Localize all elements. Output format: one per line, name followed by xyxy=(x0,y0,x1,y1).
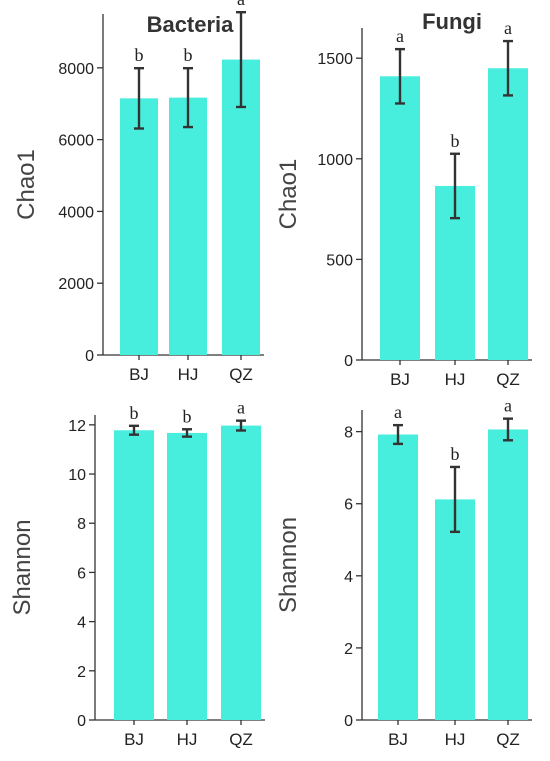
bar-qz xyxy=(488,68,528,360)
y-tick-label: 12 xyxy=(68,418,86,435)
bar-hj xyxy=(169,97,207,355)
y-tick-label: 4 xyxy=(77,615,86,632)
y-axis-label: Shannon xyxy=(9,519,36,615)
significance-letter: b xyxy=(184,45,193,65)
significance-letter: b xyxy=(183,406,192,426)
x-tick-label: HJ xyxy=(445,730,466,749)
y-tick-label: 0 xyxy=(344,353,353,370)
significance-letter: a xyxy=(237,0,245,9)
significance-letter: a xyxy=(394,402,402,422)
y-tick-label: 2 xyxy=(344,641,353,658)
significance-letter: b xyxy=(451,444,460,464)
y-tick-label: 1500 xyxy=(317,51,353,68)
y-tick-label: 6000 xyxy=(58,133,94,150)
bar-hj xyxy=(167,432,207,720)
y-axis-label: Chao1 xyxy=(13,149,40,220)
panel-fungi-shannon: 0 2 4 6 8 Shannon BJ a HJ b QZ a xyxy=(275,396,532,749)
panel-bacteria-shannon: 0 2 4 6 8 10 12 Shannon BJ b HJ b QZ a xyxy=(9,398,265,749)
significance-letter: a xyxy=(396,26,404,46)
x-tick-label: QZ xyxy=(229,365,253,384)
y-tick-label: 10 xyxy=(68,467,86,484)
x-tick-label: HJ xyxy=(178,365,199,384)
x-tick-label: HJ xyxy=(177,730,198,749)
bar-bj xyxy=(378,434,418,720)
y-tick-label: 1000 xyxy=(317,152,353,169)
x-tick-label: BJ xyxy=(390,370,410,389)
bar-qz xyxy=(221,425,261,720)
y-tick-label: 8 xyxy=(77,516,86,533)
y-tick-label: 0 xyxy=(344,713,353,730)
y-axis-label: Chao1 xyxy=(275,159,302,230)
y-tick-label: 4 xyxy=(344,569,353,586)
y-tick-label: 0 xyxy=(85,348,94,365)
significance-letter: a xyxy=(237,398,245,418)
y-tick-label: 8 xyxy=(344,425,353,442)
bar-hj xyxy=(435,499,475,720)
y-tick-label: 6 xyxy=(77,565,86,582)
panel-bacteria-chao1: 0 2000 4000 6000 8000 Chao1 BJ b HJ b QZ a xyxy=(13,0,264,384)
y-tick-label: 8000 xyxy=(58,61,94,78)
x-tick-label: BJ xyxy=(124,730,144,749)
bar-bj xyxy=(120,98,158,355)
panel-fungi-chao1: 0 500 1000 1500 Chao1 BJ a HJ b QZ a xyxy=(275,18,532,389)
significance-letter: b xyxy=(451,131,460,151)
significance-letter: a xyxy=(504,396,512,416)
x-tick-label: QZ xyxy=(496,370,520,389)
bar-qz xyxy=(222,59,260,356)
y-tick-label: 2 xyxy=(77,664,86,681)
x-tick-label: BJ xyxy=(129,365,149,384)
y-tick-label: 0 xyxy=(77,713,86,730)
bar-bj xyxy=(380,76,420,361)
y-tick-label: 6 xyxy=(344,497,353,514)
bar-bj xyxy=(114,430,154,720)
x-tick-label: QZ xyxy=(496,730,520,749)
y-tick-label: 500 xyxy=(326,252,353,269)
y-tick-label: 4000 xyxy=(58,204,94,221)
x-tick-label: HJ xyxy=(445,370,466,389)
significance-letter: a xyxy=(504,18,512,38)
significance-letter: b xyxy=(130,403,139,423)
x-tick-label: BJ xyxy=(388,730,408,749)
y-tick-label: 2000 xyxy=(58,276,94,293)
column-title-fungi: Fungi xyxy=(422,9,482,34)
significance-letter: b xyxy=(135,45,144,65)
x-tick-label: QZ xyxy=(229,730,253,749)
bar-qz xyxy=(488,429,528,720)
y-axis-label: Shannon xyxy=(275,517,302,613)
column-title-bacteria: Bacteria xyxy=(147,12,235,37)
